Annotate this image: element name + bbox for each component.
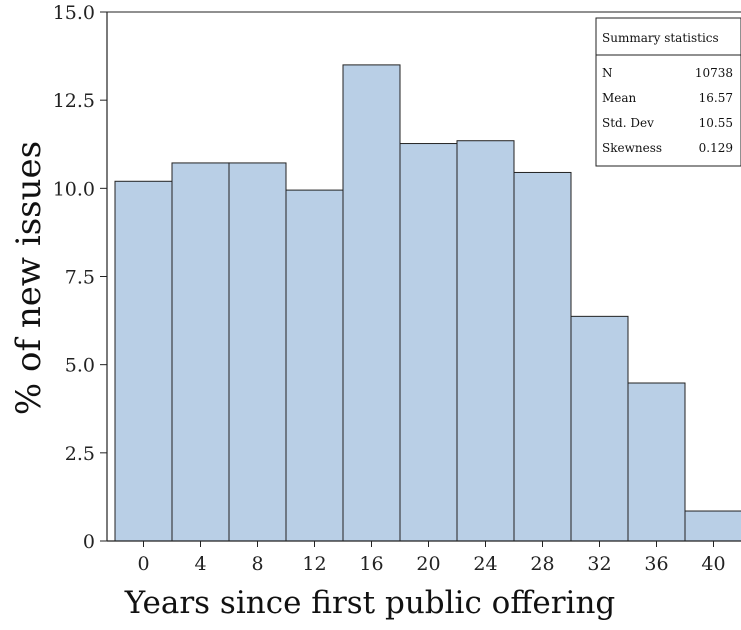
histogram-bar <box>627 382 686 542</box>
x-tick-label: 40 <box>701 553 725 575</box>
summary-row-label: Skewness <box>602 141 662 155</box>
summary-row-value: 10738 <box>695 66 733 80</box>
x-tick-label: 0 <box>137 553 149 575</box>
y-tick-label: 7.5 <box>65 267 95 289</box>
histogram-bar <box>456 140 515 542</box>
y-tick-label: 2.5 <box>65 443 95 465</box>
summary-row-value: 16.57 <box>699 91 733 105</box>
summary-box-title: Summary statistics <box>602 31 719 45</box>
x-axis-title: Years since first public offering <box>124 585 616 621</box>
y-tick-label: 0 <box>83 531 95 553</box>
bars-group <box>114 64 741 542</box>
x-tick-label: 20 <box>416 553 440 575</box>
y-ticks-group: 0 2.5 5.0 7.5 10.0 12.5 15.0 <box>53 2 107 553</box>
y-tick-label: 5.0 <box>65 355 95 377</box>
y-axis-title: % of new issues <box>9 141 49 415</box>
summary-rows-group: N 10738 Mean 16.57 Std. Dev 10.55 Skewness 0.12… <box>602 66 733 155</box>
summary-statistics-box: Summary statistics N 10738 Mean 16.57 Std. D… <box>595 17 741 167</box>
summary-row-value: 10.55 <box>699 116 733 130</box>
histogram-bar <box>171 162 230 542</box>
x-tick-label: 8 <box>251 553 263 575</box>
histogram-bar <box>513 171 572 542</box>
summary-row-label: Mean <box>602 91 637 105</box>
summary-row-value: 0.129 <box>699 141 733 155</box>
histogram-bar <box>342 64 401 542</box>
y-tick-label: 15.0 <box>53 2 95 24</box>
x-tick-label: 16 <box>359 553 383 575</box>
x-tick-label: 28 <box>530 553 554 575</box>
summary-row-label: N <box>602 66 613 80</box>
x-ticks-group: 0 4 8 12 16 20 24 28 32 36 40 <box>137 541 726 575</box>
x-tick-label: 12 <box>302 553 326 575</box>
histogram-bar <box>399 143 458 542</box>
summary-row-label: Std. Dev <box>602 116 654 130</box>
histogram-bar <box>114 180 173 542</box>
y-tick-label: 10.0 <box>53 178 95 200</box>
histogram-bar <box>684 510 741 542</box>
histogram-bar <box>570 315 629 542</box>
y-tick-label: 12.5 <box>53 90 95 112</box>
x-tick-label: 4 <box>194 553 206 575</box>
histogram-bar <box>228 162 287 542</box>
histogram-bar <box>285 189 344 542</box>
x-tick-label: 36 <box>644 553 668 575</box>
x-tick-label: 24 <box>473 553 497 575</box>
summary-box-frame <box>595 17 741 167</box>
x-tick-label: 32 <box>587 553 611 575</box>
